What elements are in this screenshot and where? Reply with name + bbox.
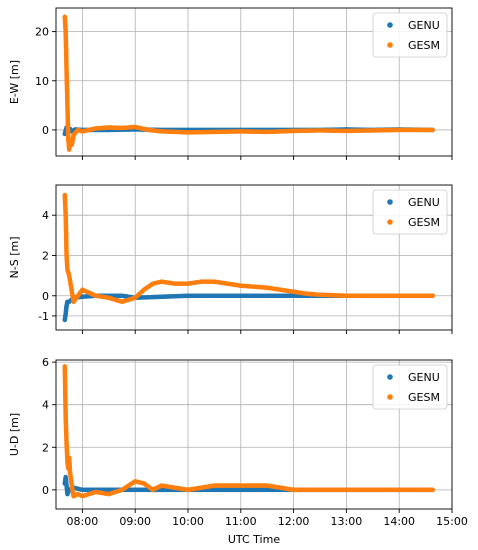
legend: GENU GESM: [372, 189, 448, 235]
legend-marker-gesm: [387, 219, 393, 225]
x-tick-label: 13:00: [331, 515, 363, 528]
x-tick-label: 11:00: [225, 515, 257, 528]
y-tick-label: 0: [42, 124, 49, 137]
legend: GENU GESM: [372, 12, 448, 58]
y-axis-label: E-W [m]: [8, 60, 21, 104]
y-tick-label: 2: [42, 249, 49, 262]
plot-frame: [55, 359, 453, 510]
x-tick-label: 10:00: [172, 515, 204, 528]
legend-label-gesm: GESM: [408, 391, 440, 404]
series-gesm: [62, 364, 435, 499]
y-tick-label: 6: [42, 356, 49, 369]
x-tick-label: 12:00: [278, 515, 310, 528]
y-tick-label: 10: [35, 75, 49, 88]
panel-3: 0 2 4 6 08:00 09:00 10:00 11:00 12:00 13:00 14:00 1…: [8, 356, 468, 528]
y-tick-label: 4: [42, 209, 49, 222]
y-tick-label: 20: [35, 26, 49, 39]
data-point: [430, 127, 435, 133]
data-point: [430, 293, 435, 299]
legend-marker-gesm: [387, 394, 393, 400]
legend-label-gesm: GESM: [408, 216, 440, 229]
y-tick-label: -1: [38, 310, 49, 323]
plot-frame: [55, 184, 453, 331]
series-gesm: [62, 192, 435, 305]
legend-label-genu: GENU: [408, 19, 440, 32]
series-gesm: [62, 14, 435, 152]
x-tick-label: 09:00: [119, 515, 151, 528]
y-tick-label: 2: [42, 441, 49, 454]
y-tick-label: 0: [42, 290, 49, 303]
y-axis-label: N-S [m]: [8, 237, 21, 279]
panel-2: -1 0 2 4 N-S [m] GENU GESM: [8, 184, 453, 334]
legend-label-genu: GENU: [408, 196, 440, 209]
legend-marker-genu: [387, 22, 393, 28]
plot-frame: [55, 7, 453, 157]
x-tick-label: 08:00: [67, 515, 99, 528]
data-point: [430, 487, 435, 493]
y-tick-label: 4: [42, 399, 49, 412]
y-axis-label: U-D [m]: [8, 413, 21, 456]
y-tick-label: 0: [42, 484, 49, 497]
legend-label-gesm: GESM: [408, 39, 440, 52]
legend: GENU GESM: [372, 364, 448, 410]
legend-marker-genu: [387, 374, 393, 380]
panel-1: 0 10 20 E-W [m] GENU GESM: [8, 7, 453, 160]
x-axis-label: UTC Time: [228, 533, 280, 546]
x-tick-label: 14:00: [383, 515, 415, 528]
legend-marker-gesm: [387, 42, 393, 48]
legend-marker-genu: [387, 199, 393, 205]
legend-label-genu: GENU: [408, 371, 440, 384]
x-tick-label: 15:00: [436, 515, 468, 528]
